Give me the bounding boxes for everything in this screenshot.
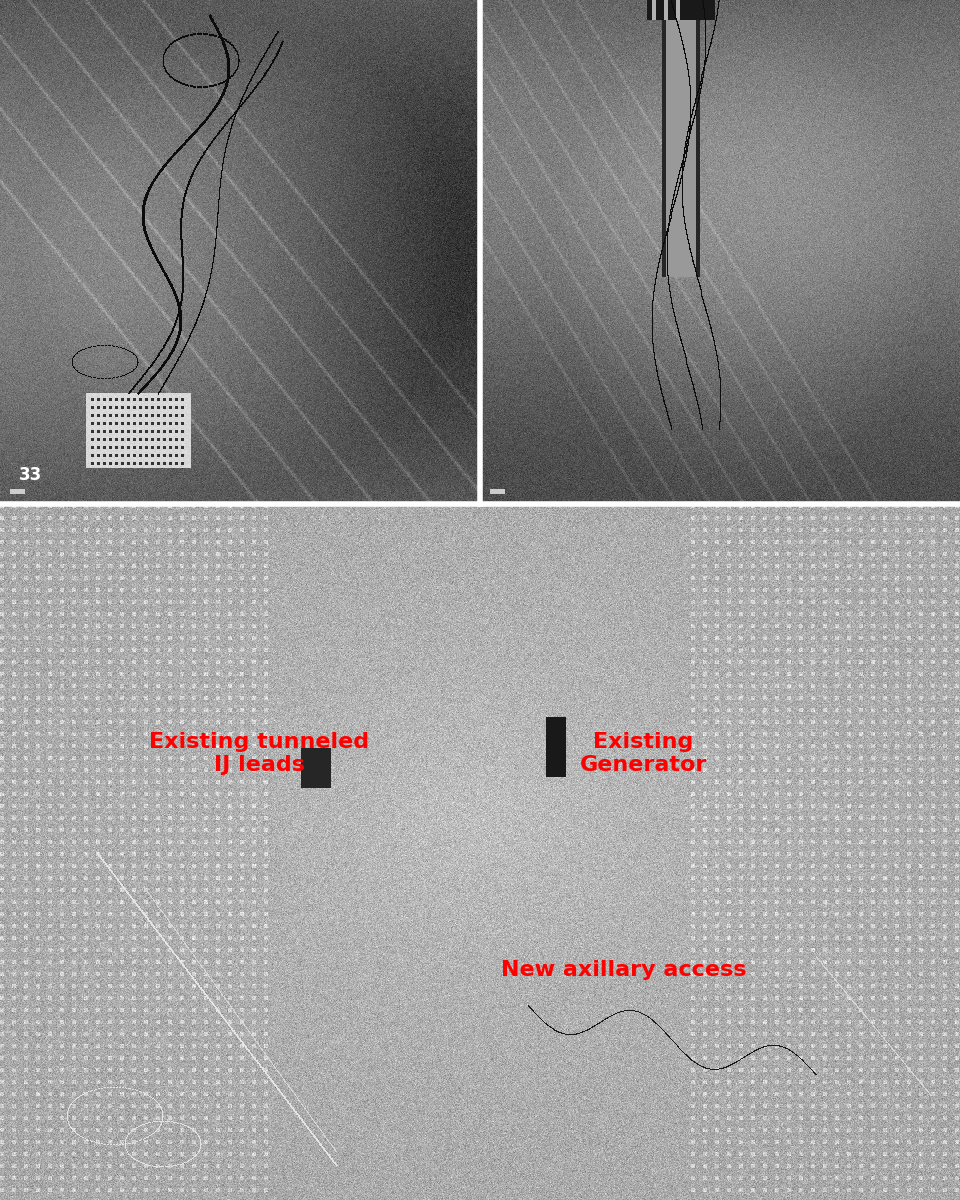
Text: 33: 33 [19,466,42,484]
Text: Existing tunneled
IJ leads: Existing tunneled IJ leads [149,732,370,775]
Text: New axillary access: New axillary access [501,960,747,980]
Text: Existing
Generator: Existing Generator [580,732,707,775]
